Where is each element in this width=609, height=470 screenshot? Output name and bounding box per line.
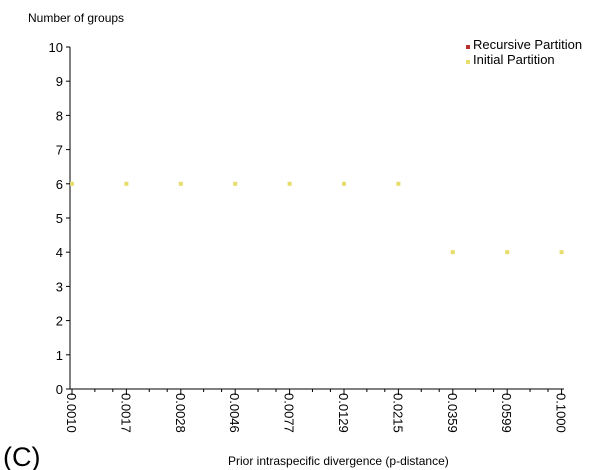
y-tick-label: 0 bbox=[56, 382, 63, 397]
y-tick-label: 3 bbox=[56, 279, 63, 294]
x-tick-label: 0.0129 bbox=[336, 393, 351, 433]
y-tick-label: 2 bbox=[56, 314, 63, 329]
x-axis-title: Prior intraspecific divergence (p-distan… bbox=[228, 454, 449, 468]
y-axis-title: Number of groups bbox=[28, 11, 124, 25]
y-tick-label: 7 bbox=[56, 143, 63, 158]
x-tick-label: 0.0010 bbox=[64, 393, 79, 433]
legend-label: Recursive Partition bbox=[473, 37, 582, 52]
x-ticks: 0.0010 0.0017 0.0028 0.0046 0.0077 0.0129 0.02… bbox=[64, 389, 569, 433]
x-tick-label: 0.0028 bbox=[173, 393, 188, 433]
initial-partition-point bbox=[396, 181, 401, 186]
initial-partition-point bbox=[450, 250, 455, 255]
y-tick-label: 9 bbox=[56, 74, 63, 89]
x-tick-label: 0.0599 bbox=[499, 393, 514, 433]
initial-partition-point bbox=[124, 181, 129, 186]
initial-partition-point bbox=[287, 181, 292, 186]
y-tick-label: 4 bbox=[56, 245, 63, 260]
initial-partition-point bbox=[505, 250, 510, 255]
x-tick-label: 0.0046 bbox=[227, 393, 242, 433]
y-tick-label: 5 bbox=[56, 211, 63, 226]
panel-label: (C) bbox=[3, 442, 40, 470]
x-tick-label: 0.0077 bbox=[282, 393, 297, 433]
y-tick-label: 8 bbox=[56, 108, 63, 123]
initial-partition-point bbox=[178, 181, 183, 186]
y-ticks: 0 1 2 3 4 5 6 7 8 9 10 bbox=[49, 40, 70, 397]
legend-swatch bbox=[466, 45, 470, 49]
x-tick-label: 0.0215 bbox=[390, 393, 405, 433]
x-tick-label: 0.0017 bbox=[118, 393, 133, 433]
y-tick-label: 10 bbox=[49, 40, 63, 55]
axes bbox=[69, 47, 564, 390]
legend-label: Initial Partition bbox=[473, 52, 555, 67]
data-points bbox=[70, 181, 564, 255]
legend-swatch bbox=[466, 60, 470, 64]
initial-partition-point bbox=[233, 181, 238, 186]
x-tick-label: 0.0359 bbox=[445, 393, 460, 433]
y-tick-label: 1 bbox=[56, 348, 63, 363]
initial-partition-point bbox=[559, 250, 564, 255]
initial-partition-point bbox=[70, 181, 74, 186]
y-tick-label: 6 bbox=[56, 177, 63, 192]
initial-partition-point bbox=[342, 181, 346, 186]
x-tick-label: 0.1000 bbox=[554, 393, 569, 433]
